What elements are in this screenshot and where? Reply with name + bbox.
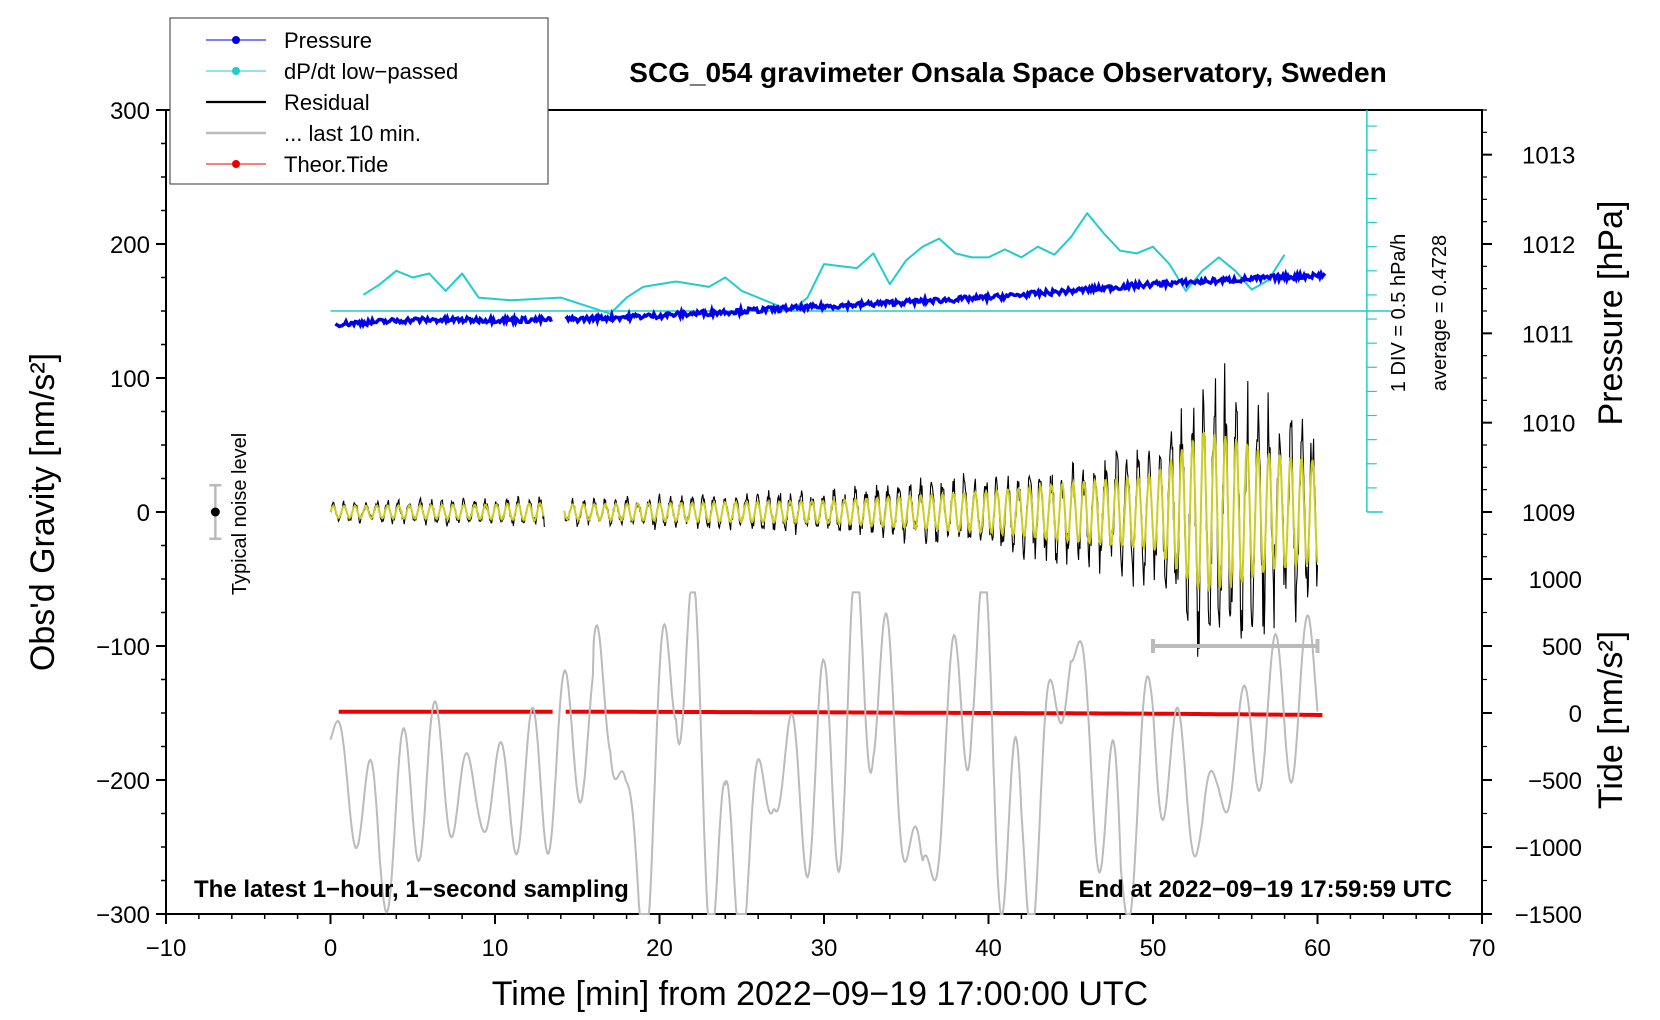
residual-line bbox=[330, 495, 545, 528]
y-tick-label: 300 bbox=[110, 98, 150, 125]
annotation-bottom-left: The latest 1−hour, 1−second sampling bbox=[194, 876, 629, 903]
x-tick-label: 20 bbox=[646, 935, 673, 962]
legend-label-last10: ... last 10 min. bbox=[284, 121, 421, 146]
x-tick-label: 10 bbox=[482, 935, 509, 962]
pressure-line bbox=[334, 311, 553, 330]
last-10-min-window-bar bbox=[1151, 639, 1320, 653]
x-tick-label: 40 bbox=[975, 935, 1002, 962]
legend-marker-pressure bbox=[232, 36, 240, 44]
y-tick-label: −300 bbox=[96, 902, 150, 929]
pressure-tick-label: 1009 bbox=[1522, 500, 1575, 527]
residual-smoothed-line bbox=[563, 431, 1319, 592]
pressure-tick-label: 1011 bbox=[1522, 321, 1574, 348]
series-last-10-min bbox=[329, 591, 1319, 915]
y-axis-title-tide: Tide [nm/s²] bbox=[1592, 631, 1630, 809]
last-10-min-line bbox=[329, 591, 1319, 915]
tide-tick-label: 500 bbox=[1542, 634, 1582, 661]
dpdt-line bbox=[362, 212, 1286, 315]
pressure-line bbox=[564, 268, 1327, 328]
y-axis-pressure: 1009 1010 1011 1012 1013 bbox=[1482, 109, 1575, 558]
tide-line bbox=[565, 709, 1323, 717]
tide-tick-label: −1500 bbox=[1515, 902, 1582, 929]
x-tick-label: 50 bbox=[1140, 935, 1167, 962]
legend-label-residual: Residual bbox=[284, 90, 370, 115]
tide-tick-label: 0 bbox=[1569, 701, 1582, 728]
y-tick-label: 0 bbox=[137, 500, 150, 527]
series-theor-tide bbox=[338, 709, 1323, 717]
x-tick-label: −10 bbox=[146, 935, 187, 962]
y-axis-title-left: Obs'd Gravity [nm/s²] bbox=[24, 353, 62, 671]
x-axis: −10 0 10 20 30 40 50 60 70 bbox=[146, 914, 1496, 962]
dpdt-scale-label: 1 DIV = 0.5 hPa/h bbox=[1388, 234, 1410, 392]
y-tick-label: −200 bbox=[96, 768, 150, 795]
pressure-tick-label: 1012 bbox=[1522, 232, 1575, 259]
legend-label-pressure: Pressure bbox=[284, 28, 372, 53]
x-tick-label: 0 bbox=[324, 935, 337, 962]
legend: Pressure dP/dt low−passed Residual ... l… bbox=[169, 17, 549, 185]
pressure-tick-label: 1013 bbox=[1522, 143, 1575, 170]
y-axis-tide: 1000 500 0 −500 −1000 −1500 bbox=[1482, 567, 1582, 929]
chart-title: SCG_054 gravimeter Onsala Space Observat… bbox=[629, 57, 1386, 88]
series-dpdt-low-passed bbox=[330, 212, 1392, 315]
y-tick-label: −100 bbox=[96, 634, 150, 661]
noise-bar-dot bbox=[210, 507, 220, 517]
y-axis-title-pressure: Pressure [hPa] bbox=[1592, 201, 1630, 426]
noise-level-label: Typical noise level bbox=[229, 433, 251, 595]
x-tick-label: 60 bbox=[1304, 935, 1331, 962]
pressure-tick-label: 1010 bbox=[1522, 411, 1575, 438]
legend-marker-dpdt bbox=[232, 67, 240, 75]
residual-smoothed-line bbox=[329, 502, 545, 522]
series-pressure bbox=[334, 268, 1327, 330]
dpdt-scale-axis bbox=[1366, 110, 1383, 513]
y-tick-label: 200 bbox=[110, 232, 150, 259]
series-residual bbox=[329, 363, 1319, 657]
y-axis-left: −300 −200 −100 0 100 200 300 bbox=[96, 98, 166, 929]
x-tick-label: 70 bbox=[1469, 935, 1496, 962]
tide-tick-label: −500 bbox=[1528, 768, 1582, 795]
y-tick-label: 100 bbox=[110, 366, 150, 393]
legend-marker-tide bbox=[232, 160, 240, 168]
legend-label-dpdt: dP/dt low−passed bbox=[284, 59, 458, 84]
tide-tick-label: 1000 bbox=[1529, 567, 1582, 594]
annotation-bottom-right: End at 2022−09−19 17:59:59 UTC bbox=[1078, 876, 1452, 903]
dpdt-average-label: average = 0.4728 bbox=[1429, 235, 1451, 391]
x-axis-title: Time [min] from 2022−09−19 17:00:00 UTC bbox=[492, 975, 1148, 1013]
legend-label-tide: Theor.Tide bbox=[284, 152, 388, 177]
noise-level-bar bbox=[209, 483, 222, 541]
tide-tick-label: −1000 bbox=[1515, 835, 1582, 862]
x-tick-label: 30 bbox=[811, 935, 838, 962]
